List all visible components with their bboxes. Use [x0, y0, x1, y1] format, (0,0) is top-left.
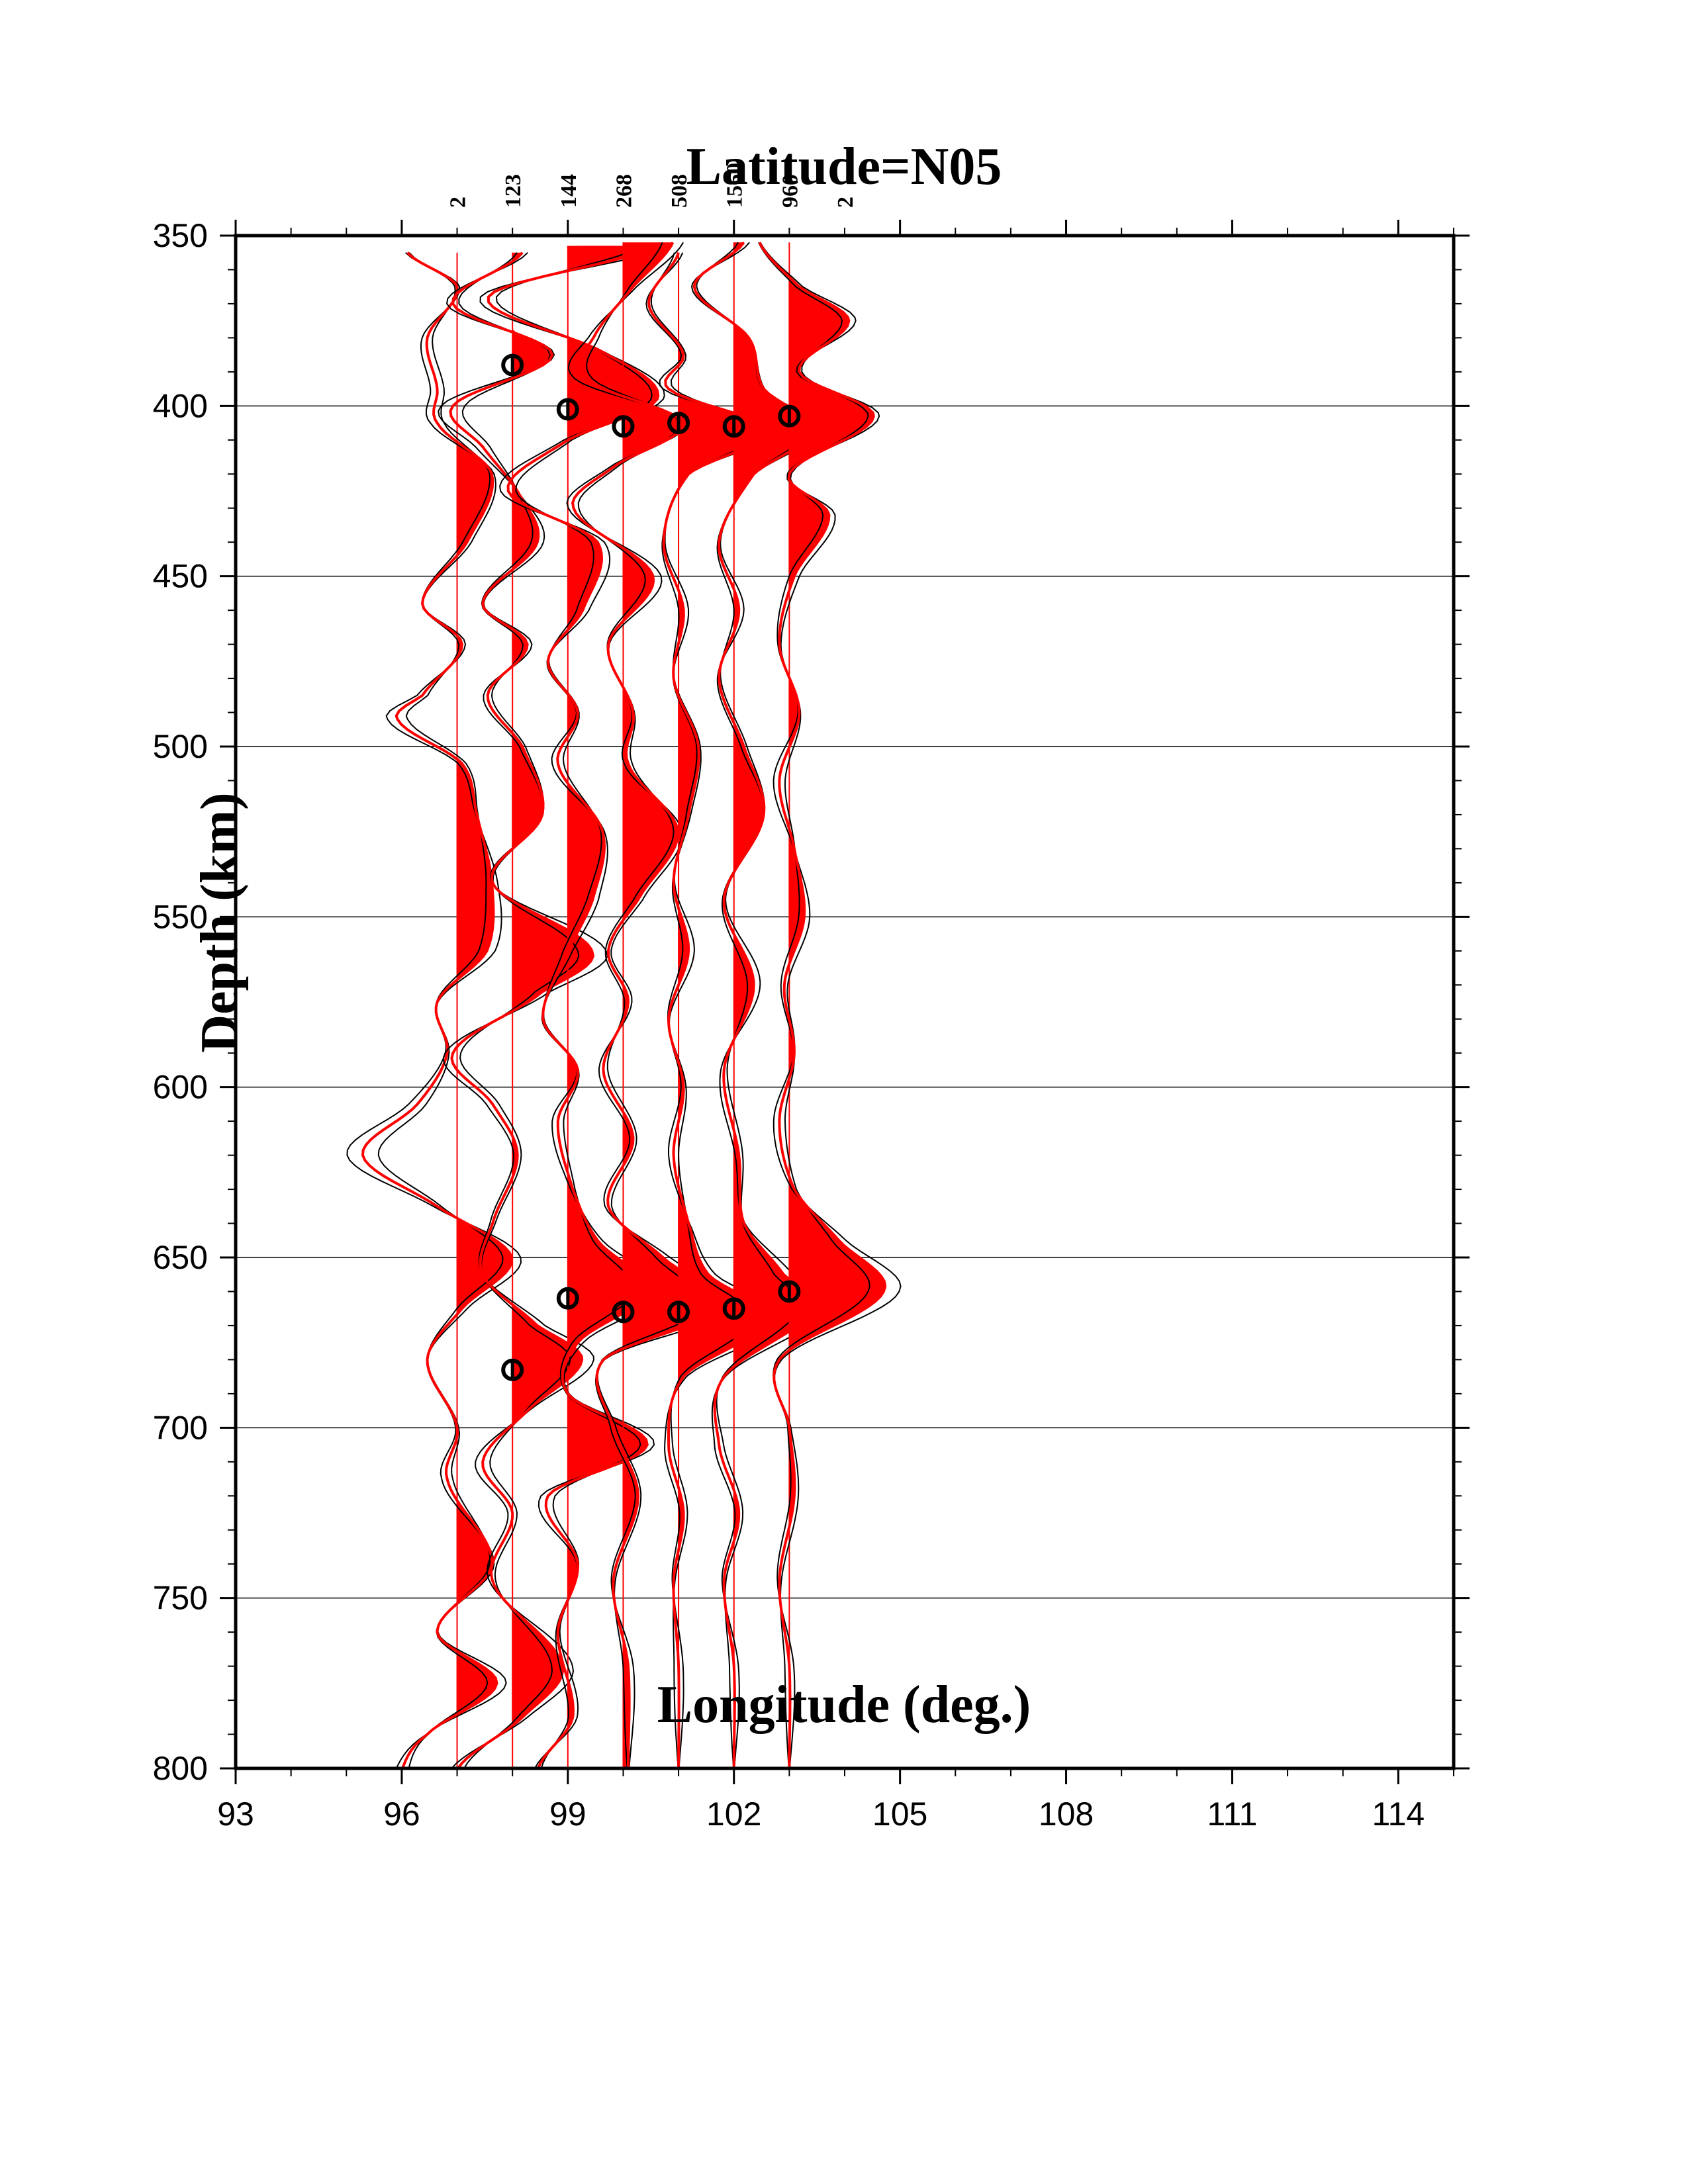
- trace-count-label: 2: [446, 197, 471, 208]
- trace-bound-line: [346, 251, 522, 1769]
- plot-frame: [234, 234, 1456, 1770]
- pick-marker: [778, 1280, 801, 1303]
- y-tick-label: 650: [153, 1239, 208, 1276]
- trace-mean-line: [571, 242, 721, 1768]
- trace-count-label: 508: [667, 174, 692, 208]
- y-tick-label: 500: [153, 728, 208, 765]
- trace-mean-line: [692, 242, 817, 1768]
- trace-count-label: 268: [612, 174, 636, 208]
- trace-bound-line: [758, 242, 870, 1769]
- pick-marker: [612, 415, 635, 438]
- pick-marker: [778, 404, 801, 428]
- trace-mean-line: [487, 244, 660, 1769]
- trace-mean-line: [758, 242, 887, 1768]
- trace-bound-line: [645, 252, 784, 1769]
- trace-fill: [733, 242, 816, 1768]
- trace-count-label: 960: [778, 174, 802, 208]
- x-tick-label: 111: [1207, 1796, 1257, 1833]
- pick-marker: [556, 1287, 579, 1310]
- pick-marker: [667, 412, 690, 435]
- trace-bound-line: [759, 242, 902, 1769]
- pick-marker: [722, 415, 745, 438]
- x-tick-label: 96: [383, 1796, 420, 1833]
- trace-fill: [679, 252, 769, 1769]
- y-tick-label: 600: [153, 1069, 208, 1106]
- y-tick-label: 800: [153, 1750, 208, 1787]
- pick-marker: [501, 1358, 524, 1381]
- pick-marker: [722, 1297, 745, 1320]
- trace-mean-line: [361, 251, 513, 1769]
- y-tick-label: 750: [153, 1580, 208, 1617]
- y-tick-label: 400: [153, 387, 208, 424]
- trace-count-label: 123: [501, 174, 526, 208]
- trace-bound-line: [566, 242, 736, 1769]
- pick-markers: [501, 353, 801, 1381]
- y-axis-label: Depth (km): [191, 792, 249, 1052]
- trace-mean-line: [647, 251, 770, 1768]
- x-axis-label: Longitude (deg.): [657, 1676, 1031, 1734]
- trace-fill: [567, 246, 659, 1769]
- chart-title: Latitude=N05: [686, 138, 1002, 196]
- x-tick-label: 93: [217, 1796, 254, 1833]
- pick-marker: [556, 398, 579, 421]
- axis-ticks: [220, 220, 1470, 1784]
- pick-marker: [501, 353, 524, 377]
- pick-marker: [667, 1300, 690, 1324]
- y-tick-label: 350: [153, 217, 208, 254]
- y-tick-label: 550: [153, 898, 208, 935]
- trace-bound-line: [690, 242, 831, 1769]
- trace-fill: [512, 252, 593, 1769]
- trace-count-label: 1560: [723, 163, 747, 208]
- trace-bound-line: [577, 242, 704, 1769]
- y-tick-label: 700: [153, 1409, 208, 1446]
- trace-count-label: 144: [557, 174, 581, 208]
- pick-marker: [612, 1300, 635, 1324]
- x-tick-label: 102: [706, 1796, 761, 1833]
- y-tick-label: 450: [153, 558, 208, 595]
- trace-layer: [346, 242, 902, 1770]
- x-tick-label: 105: [872, 1796, 927, 1833]
- trace-fill: [789, 242, 886, 1768]
- x-tick-label: 114: [1372, 1796, 1425, 1833]
- grid-lines: [236, 405, 1454, 1599]
- x-tick-label: 108: [1039, 1796, 1094, 1833]
- trace-count-label: 2: [833, 197, 858, 208]
- x-tick-label: 99: [549, 1796, 586, 1833]
